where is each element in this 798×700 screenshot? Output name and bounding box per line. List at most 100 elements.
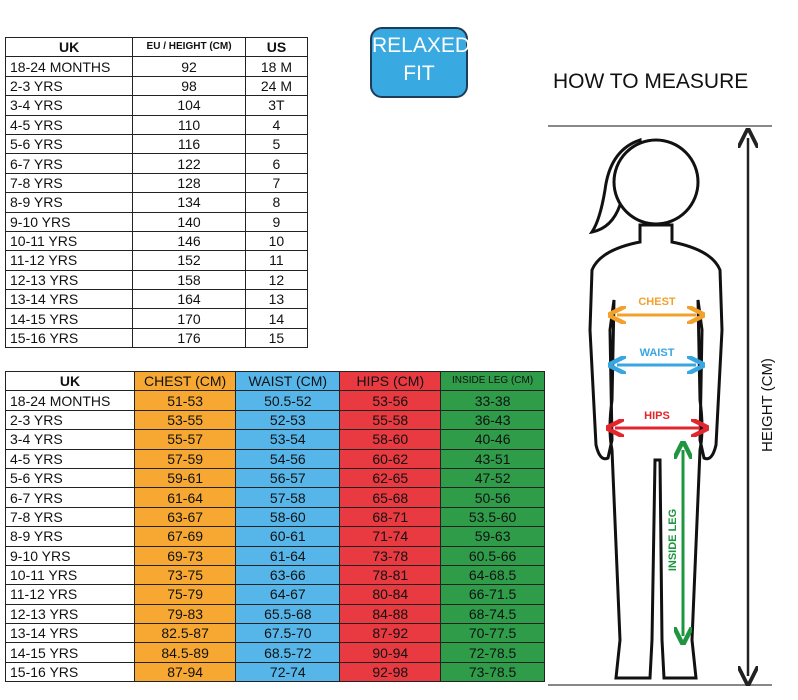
- table-cell: 90-94: [339, 642, 442, 663]
- table-cell: 9-10 YRS: [5, 545, 135, 566]
- header-row: UK CHEST (CM) WAIST (CM) HIPS (CM) INSIDE LE…: [5, 370, 545, 392]
- header-row: UK EU / HEIGHT (CM) US: [4, 36, 309, 58]
- table-cell: 50-56: [440, 487, 545, 508]
- table-cell: 57-58: [235, 487, 341, 508]
- table-cell: 7-8 YRS: [5, 506, 135, 528]
- table-row: 5-6 YRS 59-61 56-57 62-65 47-52: [5, 467, 545, 489]
- table-cell: 60.5-66: [440, 545, 545, 566]
- table-cell: 164: [132, 289, 246, 310]
- table-cell: 67-69: [133, 526, 237, 547]
- table-cell: 43-51: [440, 448, 545, 469]
- table-cell: 98: [132, 75, 246, 97]
- table-cell: 58-60: [235, 506, 341, 528]
- table-cell: 51-53: [133, 390, 237, 411]
- table-cell: 12: [244, 269, 309, 291]
- table-cell: 58-60: [339, 429, 442, 450]
- table-row: 12-13 YRS 158 12: [4, 269, 309, 291]
- table-cell: 7: [244, 172, 309, 194]
- table-cell: 15-16 YRS: [4, 327, 134, 349]
- table-cell: 4: [244, 114, 309, 135]
- table-cell: 63-67: [133, 506, 237, 528]
- table-row: 9-10 YRS 69-73 61-64 73-78 60.5-66: [5, 545, 545, 566]
- header-cell: WAIST (CM): [235, 370, 341, 392]
- table-row: 6-7 YRS 122 6: [4, 153, 309, 174]
- table-row: 4-5 YRS 110 4: [4, 114, 309, 135]
- table-cell: 87-92: [339, 623, 442, 644]
- table-cell: 152: [132, 250, 246, 271]
- table-row: 2-3 YRS 98 24 M: [4, 75, 309, 97]
- table-cell: 40-46: [440, 429, 545, 450]
- table-cell: 11-12 YRS: [5, 584, 135, 605]
- table-cell: 50.5-52: [235, 390, 341, 411]
- table-cell: 70-77.5: [440, 623, 545, 644]
- table-cell: 73-78: [339, 545, 442, 566]
- table-cell: 67.5-70: [235, 623, 341, 644]
- table-row: 13-14 YRS 164 13: [4, 289, 309, 310]
- header-cell: UK: [5, 370, 135, 392]
- table-cell: 72-78.5: [440, 642, 545, 663]
- table-row: 18-24 MONTHS 92 18 M: [4, 56, 309, 77]
- table-row: 10-11 YRS 146 10: [4, 230, 309, 252]
- table-cell: 54-56: [235, 448, 341, 469]
- table-row: 7-8 YRS 63-67 58-60 68-71 53.5-60: [5, 506, 545, 528]
- measurements-table: UK CHEST (CM) WAIST (CM) HIPS (CM) INSIDE LE…: [5, 370, 545, 683]
- table-cell: 10: [244, 230, 309, 252]
- table-row: 6-7 YRS 61-64 57-58 65-68 50-56: [5, 487, 545, 508]
- table-cell: 12-13 YRS: [4, 269, 134, 291]
- table-cell: 47-52: [440, 467, 545, 489]
- table-row: 14-15 YRS 84.5-89 68.5-72 90-94 72-78.5: [5, 642, 545, 663]
- table-cell: 12-13 YRS: [5, 603, 135, 625]
- table-cell: 53-55: [133, 409, 237, 431]
- table-cell: 18-24 MONTHS: [4, 56, 134, 77]
- table-cell: 75-79: [133, 584, 237, 605]
- table-cell: 104: [132, 95, 246, 116]
- table-row: 12-13 YRS 79-83 65.5-68 84-88 68-74.5: [5, 603, 545, 625]
- chest-label: CHEST: [638, 296, 676, 308]
- table-cell: 2-3 YRS: [4, 75, 134, 97]
- table-cell: 65-68: [339, 487, 442, 508]
- table-cell: 10-11 YRS: [5, 564, 135, 586]
- table-cell: 59-63: [440, 526, 545, 547]
- table-cell: 18-24 MONTHS: [5, 390, 135, 411]
- table-cell: 87-94: [133, 661, 237, 683]
- table-cell: 11-12 YRS: [4, 250, 134, 271]
- table-cell: 68-71: [339, 506, 442, 528]
- sizes-table: UK EU / HEIGHT (CM) US 18-24 MONTHS 92 18 M 2-…: [4, 36, 309, 349]
- table-cell: 110: [132, 114, 246, 135]
- table-row: 4-5 YRS 57-59 54-56 60-62 43-51: [5, 448, 545, 469]
- table-cell: 78-81: [339, 564, 442, 586]
- table-cell: 6-7 YRS: [5, 487, 135, 508]
- table-cell: 68.5-72: [235, 642, 341, 663]
- table-cell: 8-9 YRS: [4, 192, 134, 213]
- table-row: 18-24 MONTHS 51-53 50.5-52 53-56 33-38: [5, 390, 545, 411]
- table-cell: 8-9 YRS: [5, 526, 135, 547]
- header-cell: US: [244, 36, 309, 58]
- table-cell: 158: [132, 269, 246, 291]
- measure-title: HOW TO MEASURE: [553, 70, 748, 93]
- table-cell: 146: [132, 230, 246, 252]
- table-cell: 18 M: [244, 56, 309, 77]
- table-cell: 60-62: [339, 448, 442, 469]
- table-cell: 13-14 YRS: [4, 289, 134, 310]
- table-cell: 61-64: [133, 487, 237, 508]
- table-row: 10-11 YRS 73-75 63-66 78-81 64-68.5: [5, 564, 545, 586]
- table-cell: 2-3 YRS: [5, 409, 135, 431]
- table-row: 2-3 YRS 53-55 52-53 55-58 36-43: [5, 409, 545, 431]
- table-row: 11-12 YRS 75-79 64-67 80-84 66-71.5: [5, 584, 545, 605]
- table-cell: 170: [132, 308, 246, 329]
- table-cell: 73-75: [133, 564, 237, 586]
- table-row: 3-4 YRS 55-57 53-54 58-60 40-46: [5, 429, 545, 450]
- table-cell: 60-61: [235, 526, 341, 547]
- header-cell: INSIDE LEG (CM): [440, 370, 545, 392]
- table-cell: 15: [244, 327, 309, 349]
- table-cell: 24 M: [244, 75, 309, 97]
- table-cell: 53-54: [235, 429, 341, 450]
- table-cell: 65.5-68: [235, 603, 341, 625]
- table-cell: 6: [244, 153, 309, 174]
- table-cell: 56-57: [235, 467, 341, 489]
- table-cell: 55-58: [339, 409, 442, 431]
- table-cell: 176: [132, 327, 246, 349]
- table-cell: 53-56: [339, 390, 442, 411]
- table-row: 5-6 YRS 116 5: [4, 133, 309, 155]
